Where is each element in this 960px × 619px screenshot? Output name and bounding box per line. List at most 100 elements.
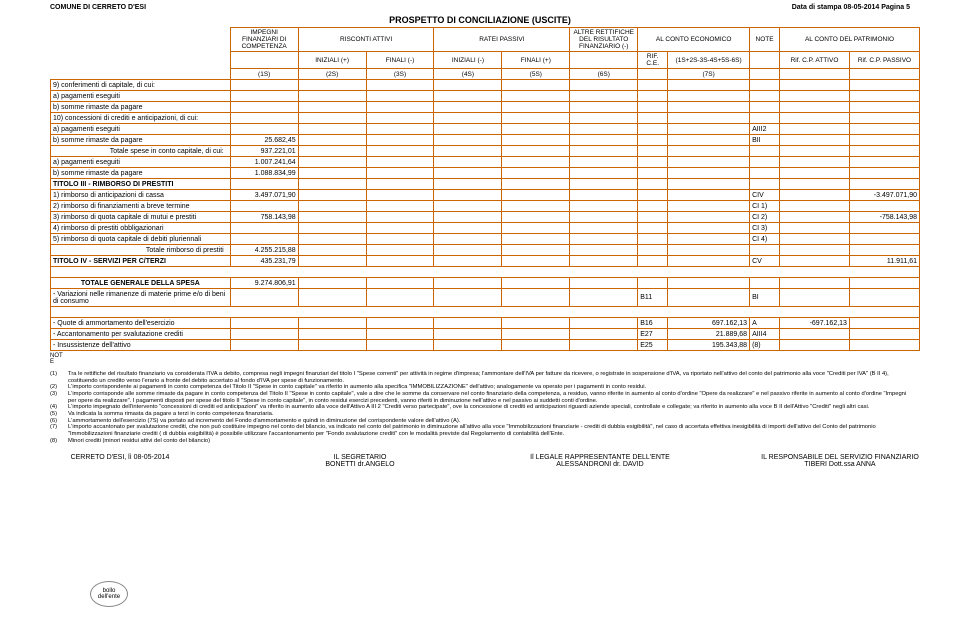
r7-c0: 937.221,01 xyxy=(230,146,298,157)
h1-c2: RATEI PASSIVI xyxy=(434,28,570,52)
row-10b: b) somme rimaste da pagare25.682,45 BII xyxy=(51,135,920,146)
row-a-pag: a) pagamenti eseguiti1.007.241,64 xyxy=(51,157,920,168)
note-5: (5)Va indicata la somma rimasta da pagar… xyxy=(50,411,910,418)
h1-c4: AL CONTO ECONOMICO xyxy=(638,28,750,52)
r14-label: 4) rimborso di prestiti obbligazionari xyxy=(51,223,231,234)
row-totgen: TOTALE GENERALE DELLA SPESA9.274.806,91 xyxy=(51,278,920,289)
sig-legale: Il LEGALE RAPPRESENTANTE DELL'ENTEALESSA… xyxy=(480,454,720,468)
note-1: (1)Tra le rettifiche del risultato finan… xyxy=(50,371,910,384)
h1-c6: AL CONTO DEL PATRIMONIO xyxy=(780,28,920,52)
sig-resp: IL RESPONSABILE DEL SERVIZIO FINANZIARIO… xyxy=(720,454,960,468)
r11-note: CIV xyxy=(750,190,780,201)
r15-note: CI 4) xyxy=(750,234,780,245)
r17-note: CV xyxy=(750,256,780,267)
h2-c0: INIZIALI (+) xyxy=(298,52,366,69)
page-header: COMUNE DI CERRETO D'ESI Data di stampa 0… xyxy=(0,0,960,11)
r19-rif: B11 xyxy=(638,289,668,307)
h3-c3: (4S) xyxy=(434,69,502,80)
r20-econ: 697.162,13 xyxy=(668,318,750,329)
row-10: 10) concessioni di crediti e anticipazio… xyxy=(51,113,920,124)
r7-label: Totale spese in conto capitale, di cui: xyxy=(51,146,231,157)
row-9b: b) somme rimaste da pagare xyxy=(51,102,920,113)
header-row2: INIZIALI (+) FINALI (-) INIZIALI (-) FIN… xyxy=(51,52,920,69)
notes-block: (1)Tra le rettifiche del risultato finan… xyxy=(50,371,910,444)
r20-note: A xyxy=(750,318,780,329)
row-t3-3: 3) rimborso di quota capitale di mutui e… xyxy=(51,212,920,223)
r5-label: a) pagamenti eseguiti xyxy=(51,124,231,135)
row-b-rim: b) somme rimaste da pagare1.088.834,99 xyxy=(51,168,920,179)
r21-econ: 21.889,68 xyxy=(668,329,750,340)
h2-c4: RIF. C.E. xyxy=(638,52,668,69)
r20-label: - Quote di ammortamento dell'esercizio xyxy=(51,318,231,329)
r22-econ: 195.343,88 xyxy=(668,340,750,351)
r13-pass: -758.143,98 xyxy=(849,212,919,223)
row-t3-2: 2) rimborso di finanziamenti a breve ter… xyxy=(51,201,920,212)
h3-c5: (6S) xyxy=(570,69,638,80)
r11-pass: -3.497.071,90 xyxy=(849,190,919,201)
h2-c3: FINALI (+) xyxy=(502,52,570,69)
h3-c1: (2S) xyxy=(298,69,366,80)
header-row1: IMPEGNI FINANZIARI DI COMPETENZA RISCONT… xyxy=(51,28,920,52)
r13-label: 3) rimborso di quota capitale di mutui e… xyxy=(51,212,231,223)
notes-header: NOTE xyxy=(50,353,960,365)
sig-place: CERRETO D'ESI, lì 08-05-2014 xyxy=(0,454,240,468)
note-6: (6)L'ammortamento dell'esercizio (7S) va… xyxy=(50,418,910,425)
r19-note: BI xyxy=(750,289,780,307)
note-3: (3)L'importo corrisponde alle somme rima… xyxy=(50,391,910,404)
row-accant: - Accantonamento per svalutazione credit… xyxy=(51,329,920,340)
row-t3-1: 1) rimborso di anticipazioni di cassa3.4… xyxy=(51,190,920,201)
h1-c5: NOTE xyxy=(750,28,780,52)
r22-rif: E25 xyxy=(638,340,668,351)
note-2: (2)L'importo corrispondente ai pagamenti… xyxy=(50,384,910,391)
r11-label: 1) rimborso di anticipazioni di cassa xyxy=(51,190,231,201)
row-tot-cap: Totale spese in conto capitale, di cui:9… xyxy=(51,146,920,157)
r13-note: CI 2) xyxy=(750,212,780,223)
note-4: (4)L'importo impegnato dell'intervento "… xyxy=(50,404,910,411)
h3-c2: (3S) xyxy=(366,69,434,80)
r18-label: TOTALE GENERALE DELLA SPESA xyxy=(51,278,231,289)
r13-c0: 758.143,98 xyxy=(230,212,298,223)
r6-c0: 25.682,45 xyxy=(230,135,298,146)
r12-label: 2) rimborso di finanziamenti a breve ter… xyxy=(51,201,231,212)
r2-label: a) pagamenti eseguiti xyxy=(51,91,231,102)
row-titolo4: TITOLO IV - SERVIZI PER C/TERZI435.231,7… xyxy=(51,256,920,267)
sig-segretario: IL SEGRETARIOBONETTI dr.ANGELO xyxy=(240,454,480,468)
r22-note: (8) xyxy=(750,340,780,351)
r16-label: Totale rimborso di prestiti xyxy=(51,245,231,256)
r21-note: AIII4 xyxy=(750,329,780,340)
h1-c0: IMPEGNI FINANZIARI DI COMPETENZA xyxy=(230,28,298,52)
r5-note: AIII2 xyxy=(750,124,780,135)
row-var: - Variazioni nelle rimanenze di materie … xyxy=(51,289,920,307)
r11-c0: 3.497.071,90 xyxy=(230,190,298,201)
r16-c0: 4.255.215,88 xyxy=(230,245,298,256)
r21-rif: E27 xyxy=(638,329,668,340)
r14-note: CI 3) xyxy=(750,223,780,234)
row-t3-4: 4) rimborso di prestiti obbligazionari CI… xyxy=(51,223,920,234)
h1-c3: ALTRE RETTIFICHE DEL RISULTATO FINANZIAR… xyxy=(570,28,638,52)
row-titolo3: TITOLO III - RIMBORSO DI PRESTITI xyxy=(51,179,920,190)
row-10a: a) pagamenti eseguiti AIII2 xyxy=(51,124,920,135)
h3-c0: (1S) xyxy=(230,69,298,80)
row-t3-5: 5) rimborso di quota capitale di debiti … xyxy=(51,234,920,245)
r9-c0: 1.088.834,99 xyxy=(230,168,298,179)
r9-label: b) somme rimaste da pagare xyxy=(51,168,231,179)
h2-c1: FINALI (-) xyxy=(366,52,434,69)
r8-c0: 1.007.241,64 xyxy=(230,157,298,168)
r17-label: TITOLO IV - SERVIZI PER C/TERZI xyxy=(51,256,231,267)
main-table: IMPEGNI FINANZIARI DI COMPETENZA RISCONT… xyxy=(50,27,920,351)
r6-label: b) somme rimaste da pagare xyxy=(51,135,231,146)
row-ammort: - Quote di ammortamento dell'esercizioB1… xyxy=(51,318,920,329)
r17-pass: 11.911,61 xyxy=(849,256,919,267)
row-9: 9) conferimenti di capitale, di cui: xyxy=(51,80,920,91)
row-9a: a) pagamenti eseguiti xyxy=(51,91,920,102)
r10-label: TITOLO III - RIMBORSO DI PRESTITI xyxy=(51,179,231,190)
r12-note: CI 1) xyxy=(750,201,780,212)
r1-label: 9) conferimenti di capitale, di cui: xyxy=(51,80,231,91)
row-insuss: - Insussistenze dell'attivoE25195.343,88… xyxy=(51,340,920,351)
r21-label: - Accantonamento per svalutazione credit… xyxy=(51,329,231,340)
h2-c7: Rif. C.P. PASSIVO xyxy=(849,52,919,69)
r6-note: BII xyxy=(750,135,780,146)
note-8: (8)Minori crediti (minori residui attivi… xyxy=(50,438,910,445)
h3-c4: (5S) xyxy=(502,69,570,80)
r4-label: 10) concessioni di crediti e anticipazio… xyxy=(51,113,231,124)
